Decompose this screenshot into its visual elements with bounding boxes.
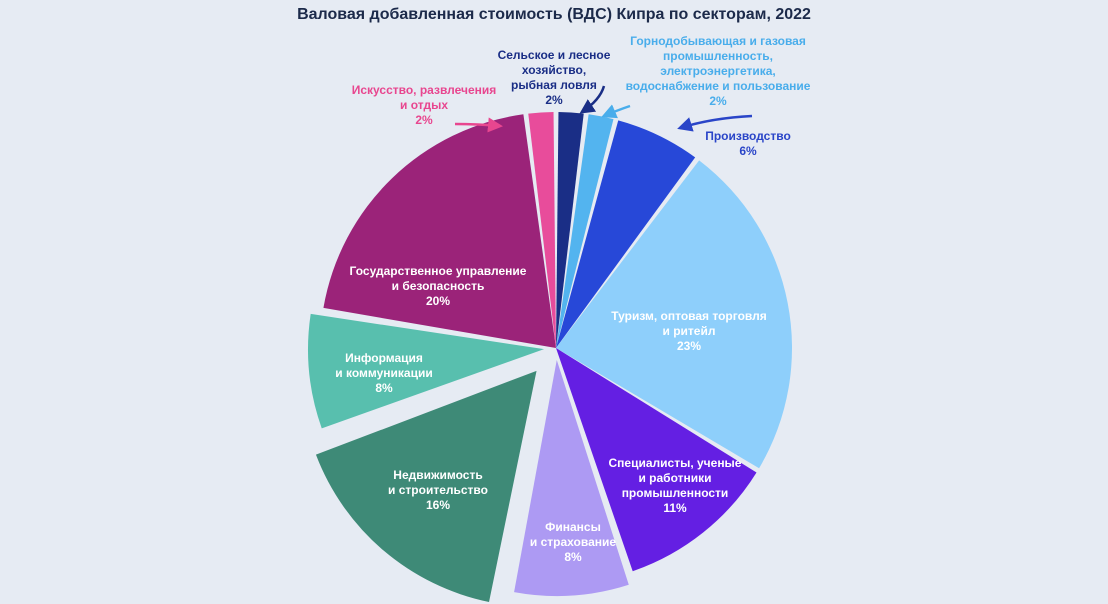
pie-slice-public-admin	[323, 114, 556, 349]
pie-slice-agriculture	[556, 112, 584, 348]
pie-slice-ict	[308, 313, 545, 429]
leader-arrow-agriculture	[579, 85, 606, 114]
pie-slice-manufacturing	[556, 120, 696, 348]
slice-label-line: Сельское и лесное	[498, 48, 611, 62]
slice-label-mining: Горнодобывающая и газовая промышленность,…	[626, 34, 811, 108]
pie-slice-finance	[514, 359, 629, 596]
slice-label-finance: Финансы и страхование 8%	[530, 520, 616, 564]
slice-label-professionals: Специалисты, ученые и работники промышленн…	[609, 456, 742, 515]
slice-percent-manufacturing: 6%	[739, 144, 757, 158]
slice-label-line: и работники	[638, 471, 711, 485]
slice-label-line: и коммуникации	[335, 366, 432, 380]
slice-label-line: промышленности	[622, 486, 729, 500]
slice-label-ict: Информация и коммуникации 8%	[335, 351, 432, 395]
slice-label-line: и безопасность	[392, 279, 485, 293]
slice-label-line: водоснабжение и пользование	[626, 79, 811, 93]
slice-percent-ict: 8%	[375, 381, 393, 395]
slice-label-line: Финансы	[545, 520, 601, 534]
chart-title: Валовая добавленная стоимость (ВДС) Кипр…	[297, 6, 811, 23]
slice-label-line: Специалисты, ученые	[609, 456, 742, 470]
slice-label-line: Искусство, развлечения	[352, 83, 497, 97]
slice-label-agriculture: Сельское и лесное хозяйство, рыбная ловля 2…	[498, 48, 611, 107]
slice-label-line: и строительство	[388, 483, 488, 497]
slice-label-line: рыбная ловля	[511, 78, 597, 92]
slice-label-line: и ритейл	[663, 324, 716, 338]
slice-percent-real-estate: 16%	[426, 498, 450, 512]
slice-label-line: Государственное управление	[350, 264, 527, 278]
slice-percent-public-admin: 20%	[426, 294, 450, 308]
slice-label-real-estate: Недвижимость и строительство 16%	[388, 468, 488, 512]
slice-percent-mining: 2%	[709, 94, 727, 108]
pie-slice-tourism	[556, 160, 793, 469]
slice-label-line: Производство	[705, 129, 791, 143]
leader-arrow-arts	[454, 117, 503, 133]
pie-slice-real-estate	[315, 370, 537, 603]
slice-label-line: хозяйство,	[522, 63, 586, 77]
slice-label-manufacturing: Производство 6%	[705, 129, 791, 158]
slice-label-arts: Искусство, развлечения и отдых 2%	[352, 83, 497, 127]
slice-percent-finance: 8%	[564, 550, 582, 564]
pie-slice-professionals	[556, 348, 757, 572]
slice-label-line: промышленность,	[663, 49, 773, 63]
slice-percent-tourism: 23%	[677, 339, 701, 353]
slice-label-line: электроэнергетика,	[660, 64, 776, 78]
pie-slice-mining	[556, 114, 614, 349]
slice-percent-professionals: 11%	[663, 501, 687, 515]
slice-label-line: Недвижимость	[393, 468, 482, 482]
slice-label-line: Туризм, оптовая торговля	[611, 309, 767, 323]
slice-label-public-admin: Государственное управление и безопасность…	[350, 264, 527, 308]
slice-label-line: Информация	[345, 351, 423, 365]
slice-label-line: и отдых	[400, 98, 448, 112]
leader-arrow-mining	[601, 104, 631, 119]
slice-label-line: и страхование	[530, 535, 616, 549]
slice-label-line: Горнодобывающая и газовая	[630, 34, 806, 48]
pie-slice-arts	[528, 112, 556, 348]
slice-label-tourism: Туризм, оптовая торговля и ритейл 23%	[611, 309, 767, 353]
leader-arrow-manufacturing	[677, 114, 753, 132]
slice-percent-agriculture: 2%	[545, 93, 563, 107]
slice-percent-arts: 2%	[415, 113, 433, 127]
